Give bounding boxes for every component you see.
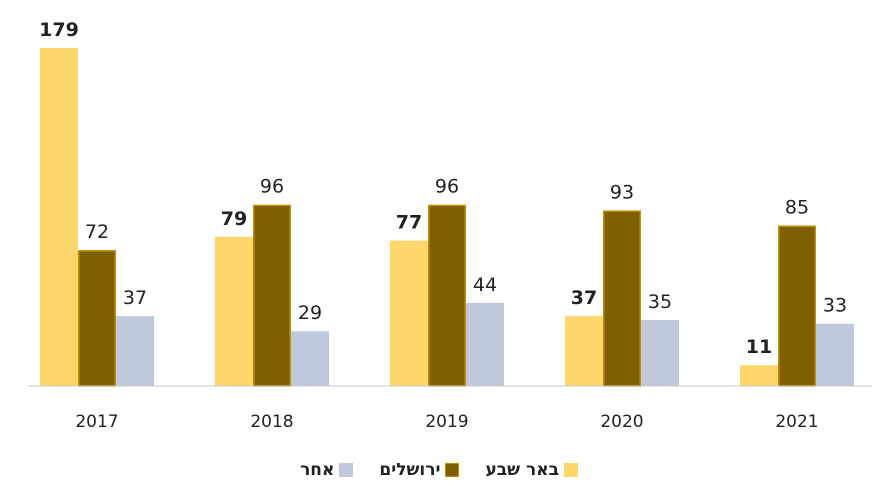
value-label-beersheba-2018: 79 bbox=[221, 208, 247, 230]
bar-beersheba-2019 bbox=[390, 240, 428, 386]
value-labels-group: 179 72 37 79 96 29 77 96 44 37 93 35 11 85 33 bbox=[39, 19, 847, 358]
bar-jerusalem-2017 bbox=[78, 250, 116, 387]
value-label-other-2017: 37 bbox=[123, 287, 147, 309]
bar-jerusalem-2021 bbox=[778, 225, 816, 387]
legend-swatch-beersheba bbox=[563, 463, 578, 477]
value-label-jerusalem-2020: 93 bbox=[610, 181, 634, 203]
value-label-other-2018: 29 bbox=[298, 302, 322, 324]
value-label-jerusalem-2017: 72 bbox=[85, 221, 109, 243]
legend-swatch-jerusalem bbox=[445, 463, 460, 477]
legend-item-other: אחר bbox=[300, 460, 354, 480]
value-label-jerusalem-2021: 85 bbox=[785, 196, 809, 218]
legend: באר שבע ירושלים אחר bbox=[0, 460, 878, 480]
legend-label-jerusalem: ירושלים bbox=[379, 460, 441, 480]
bar-jerusalem-2019 bbox=[428, 204, 466, 387]
bar-other-2021 bbox=[816, 323, 854, 386]
x-tick-label-2020: 2020 bbox=[600, 412, 643, 432]
bar-other-2020 bbox=[641, 319, 679, 386]
legend-swatch-other bbox=[339, 463, 354, 477]
value-label-jerusalem-2019: 96 bbox=[435, 176, 459, 198]
x-tick-labels-group: 2017 2018 2019 2020 2021 bbox=[75, 412, 818, 432]
value-label-beersheba-2020: 37 bbox=[571, 287, 597, 309]
bar-jerusalem-2020 bbox=[603, 210, 641, 387]
bar-beersheba-2021 bbox=[740, 365, 778, 386]
bars-group bbox=[40, 48, 854, 387]
bar-other-2019 bbox=[466, 302, 504, 386]
bar-jerusalem-2018 bbox=[253, 204, 291, 387]
x-tick-label-2017: 2017 bbox=[75, 412, 118, 432]
x-tick-label-2021: 2021 bbox=[775, 412, 818, 432]
legend-label-beersheba: באר שבע bbox=[485, 460, 559, 480]
value-label-beersheba-2019: 77 bbox=[396, 212, 422, 234]
value-label-beersheba-2021: 11 bbox=[746, 336, 772, 358]
legend-item-beersheba: באר שבע bbox=[485, 460, 578, 480]
bar-beersheba-2017 bbox=[40, 48, 78, 386]
bar-chart: 179 72 37 79 96 29 77 96 44 37 93 35 11 85 33 2017 2018… bbox=[28, 19, 872, 432]
value-label-beersheba-2017: 179 bbox=[39, 19, 79, 41]
bar-other-2018 bbox=[291, 331, 329, 386]
value-label-other-2019: 44 bbox=[473, 274, 497, 296]
x-tick-label-2018: 2018 bbox=[250, 412, 293, 432]
legend-item-jerusalem: ירושלים bbox=[379, 460, 460, 480]
legend-label-other: אחר bbox=[300, 460, 335, 480]
value-label-other-2020: 35 bbox=[648, 291, 672, 313]
bar-beersheba-2018 bbox=[215, 236, 253, 386]
x-tick-label-2019: 2019 bbox=[425, 412, 468, 432]
bar-other-2017 bbox=[116, 316, 154, 386]
value-label-other-2021: 33 bbox=[823, 295, 847, 317]
value-label-jerusalem-2018: 96 bbox=[260, 176, 284, 198]
bar-beersheba-2020 bbox=[565, 316, 603, 386]
